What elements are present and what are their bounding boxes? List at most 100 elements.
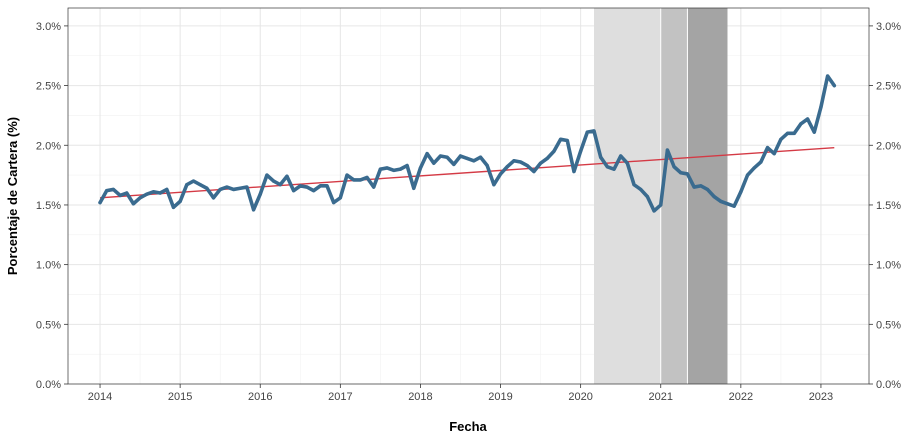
data-point: [245, 185, 249, 189]
data-point: [378, 167, 382, 171]
data-point: [318, 184, 322, 188]
data-point: [665, 148, 670, 152]
x-tick-label: 2021: [648, 391, 672, 403]
data-point: [305, 185, 309, 189]
data-point: [819, 105, 823, 109]
data-point: [298, 184, 302, 188]
data-point: [278, 183, 282, 187]
data-point: [659, 203, 663, 207]
data-point: [592, 129, 596, 133]
data-point: [352, 178, 356, 182]
data-point: [538, 161, 543, 165]
y-tick-label-left: 2.0%: [36, 140, 61, 152]
data-point: [498, 172, 503, 176]
y-tick-label-left: 1.0%: [36, 260, 61, 272]
data-point: [398, 167, 403, 171]
x-tick-label: 2018: [408, 391, 432, 403]
data-point: [505, 165, 509, 169]
data-point: [238, 186, 242, 190]
data-point: [125, 191, 129, 195]
data-point: [492, 183, 496, 187]
y-tick-label-left: 2.5%: [36, 81, 61, 93]
y-tick-label-left: 0.5%: [36, 319, 61, 331]
data-point: [779, 137, 783, 141]
data-point: [559, 137, 563, 141]
y-tick-label-right: 0.5%: [876, 319, 901, 331]
data-point: [405, 163, 409, 168]
x-tick-label: 2019: [488, 391, 512, 403]
data-point: [672, 165, 676, 169]
data-point: [512, 159, 516, 163]
x-tick-label: 2015: [168, 391, 192, 403]
data-point: [599, 155, 603, 159]
data-point: [625, 161, 629, 165]
data-point: [719, 199, 723, 203]
data-point: [552, 149, 556, 153]
data-point: [205, 186, 209, 190]
data-point: [185, 183, 189, 187]
data-point: [699, 184, 703, 188]
data-point: [98, 200, 102, 205]
data-point: [265, 173, 269, 177]
data-point: [632, 183, 636, 187]
y-tick-label-left: 0.0%: [36, 379, 61, 391]
data-point: [218, 187, 222, 192]
data-point: [412, 186, 416, 190]
data-point: [372, 185, 376, 189]
data-point: [111, 187, 115, 192]
series-group: [98, 74, 837, 213]
data-point: [211, 196, 216, 200]
y-tick-label-right: 2.0%: [876, 140, 901, 152]
data-point: [826, 74, 830, 78]
data-point: [171, 205, 176, 209]
data-point: [251, 208, 256, 212]
data-point: [518, 160, 523, 164]
data-point: [432, 161, 436, 165]
data-point: [145, 192, 149, 196]
y-tick-label-right: 1.5%: [876, 200, 901, 212]
data-point: [639, 187, 643, 192]
x-tick-label: 2022: [729, 391, 753, 403]
gridlines: [68, 8, 869, 385]
data-point: [178, 199, 182, 203]
y-tick-label-right: 2.5%: [876, 81, 901, 93]
axes: 2014 2015 2016 2017 2018 2019 2020 2021 2022 2023…: [36, 21, 901, 403]
data-point: [365, 175, 369, 180]
y-tick-label-left: 1.5%: [36, 200, 61, 212]
data-point: [472, 159, 476, 163]
data-point: [392, 168, 396, 172]
data-point: [285, 174, 289, 178]
data-point: [692, 185, 696, 189]
data-point: [805, 117, 810, 121]
data-point: [785, 131, 790, 135]
shaded-periods: [593, 8, 728, 384]
data-point: [105, 189, 109, 193]
data-point: [525, 163, 529, 168]
data-point: [579, 149, 583, 153]
data-point: [151, 190, 156, 194]
data-point: [685, 172, 690, 176]
x-axis-title: Fecha: [449, 419, 487, 434]
data-point: [752, 166, 756, 170]
data-point: [118, 193, 122, 198]
data-point: [732, 204, 736, 208]
data-point: [605, 165, 609, 169]
y-axis-title: Porcentaje de Cartera (%): [5, 117, 20, 275]
x-tick-label: 2023: [809, 391, 833, 403]
data-point: [532, 169, 536, 174]
data-point: [358, 178, 362, 182]
data-point: [725, 202, 730, 206]
panel-border: [67, 7, 870, 385]
data-point: [198, 183, 202, 187]
data-point: [231, 187, 236, 192]
shaded-period-3: [687, 8, 728, 384]
x-tick-label: 2017: [328, 391, 352, 403]
data-point: [418, 166, 423, 170]
data-point: [679, 171, 683, 175]
data-point: [258, 192, 262, 196]
data-point: [799, 122, 803, 126]
data-point: [385, 166, 389, 170]
data-point: [191, 179, 196, 183]
